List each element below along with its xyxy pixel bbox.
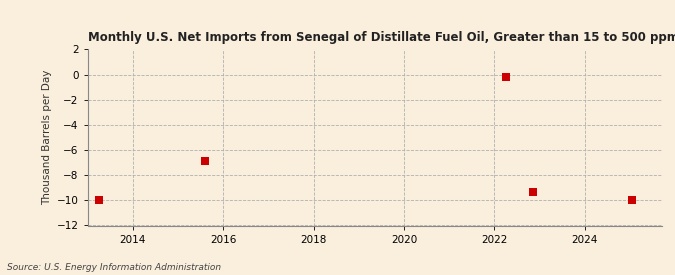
- Text: Source: U.S. Energy Information Administration: Source: U.S. Energy Information Administ…: [7, 263, 221, 272]
- Point: [500, 74, 511, 79]
- Point: [626, 198, 637, 203]
- Text: Monthly U.S. Net Imports from Senegal of Distillate Fuel Oil, Greater than 15 to: Monthly U.S. Net Imports from Senegal of…: [88, 31, 675, 44]
- Point: [527, 189, 538, 194]
- Point: [94, 198, 105, 203]
- Y-axis label: Thousand Barrels per Day: Thousand Barrels per Day: [43, 70, 53, 205]
- Point: [200, 159, 211, 164]
